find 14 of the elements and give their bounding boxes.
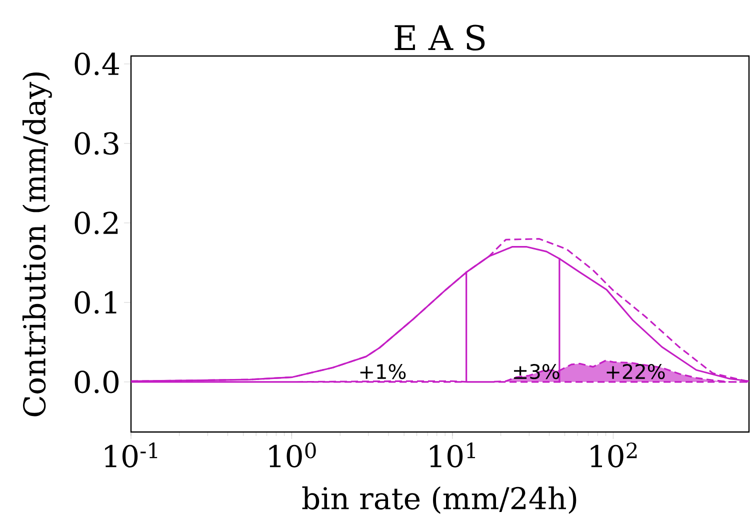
annotation: +22% — [606, 364, 665, 380]
y-tick-label: 0.1 — [74, 291, 116, 314]
x-tick-label: 10$^{1}$ — [430, 442, 475, 468]
chart-title: E A S — [394, 24, 485, 50]
y-tick-label: 0.3 — [74, 132, 118, 155]
y-tick-label: 0.2 — [74, 212, 118, 234]
x-axis-title: bin rate (mm/24h) — [302, 486, 576, 514]
x-tick-label: 10$^{-1}$ — [105, 442, 158, 468]
x-tick-label: 10$^{0}$ — [269, 442, 316, 468]
y-tick-label: 0.4 — [74, 52, 120, 76]
y-axis-title: Contribution (mm/day) — [22, 72, 52, 416]
y-tick-label: 0.0 — [74, 370, 119, 394]
annotation: +1% — [360, 364, 406, 380]
x-tick-label: 10$^{2}$ — [590, 442, 637, 468]
